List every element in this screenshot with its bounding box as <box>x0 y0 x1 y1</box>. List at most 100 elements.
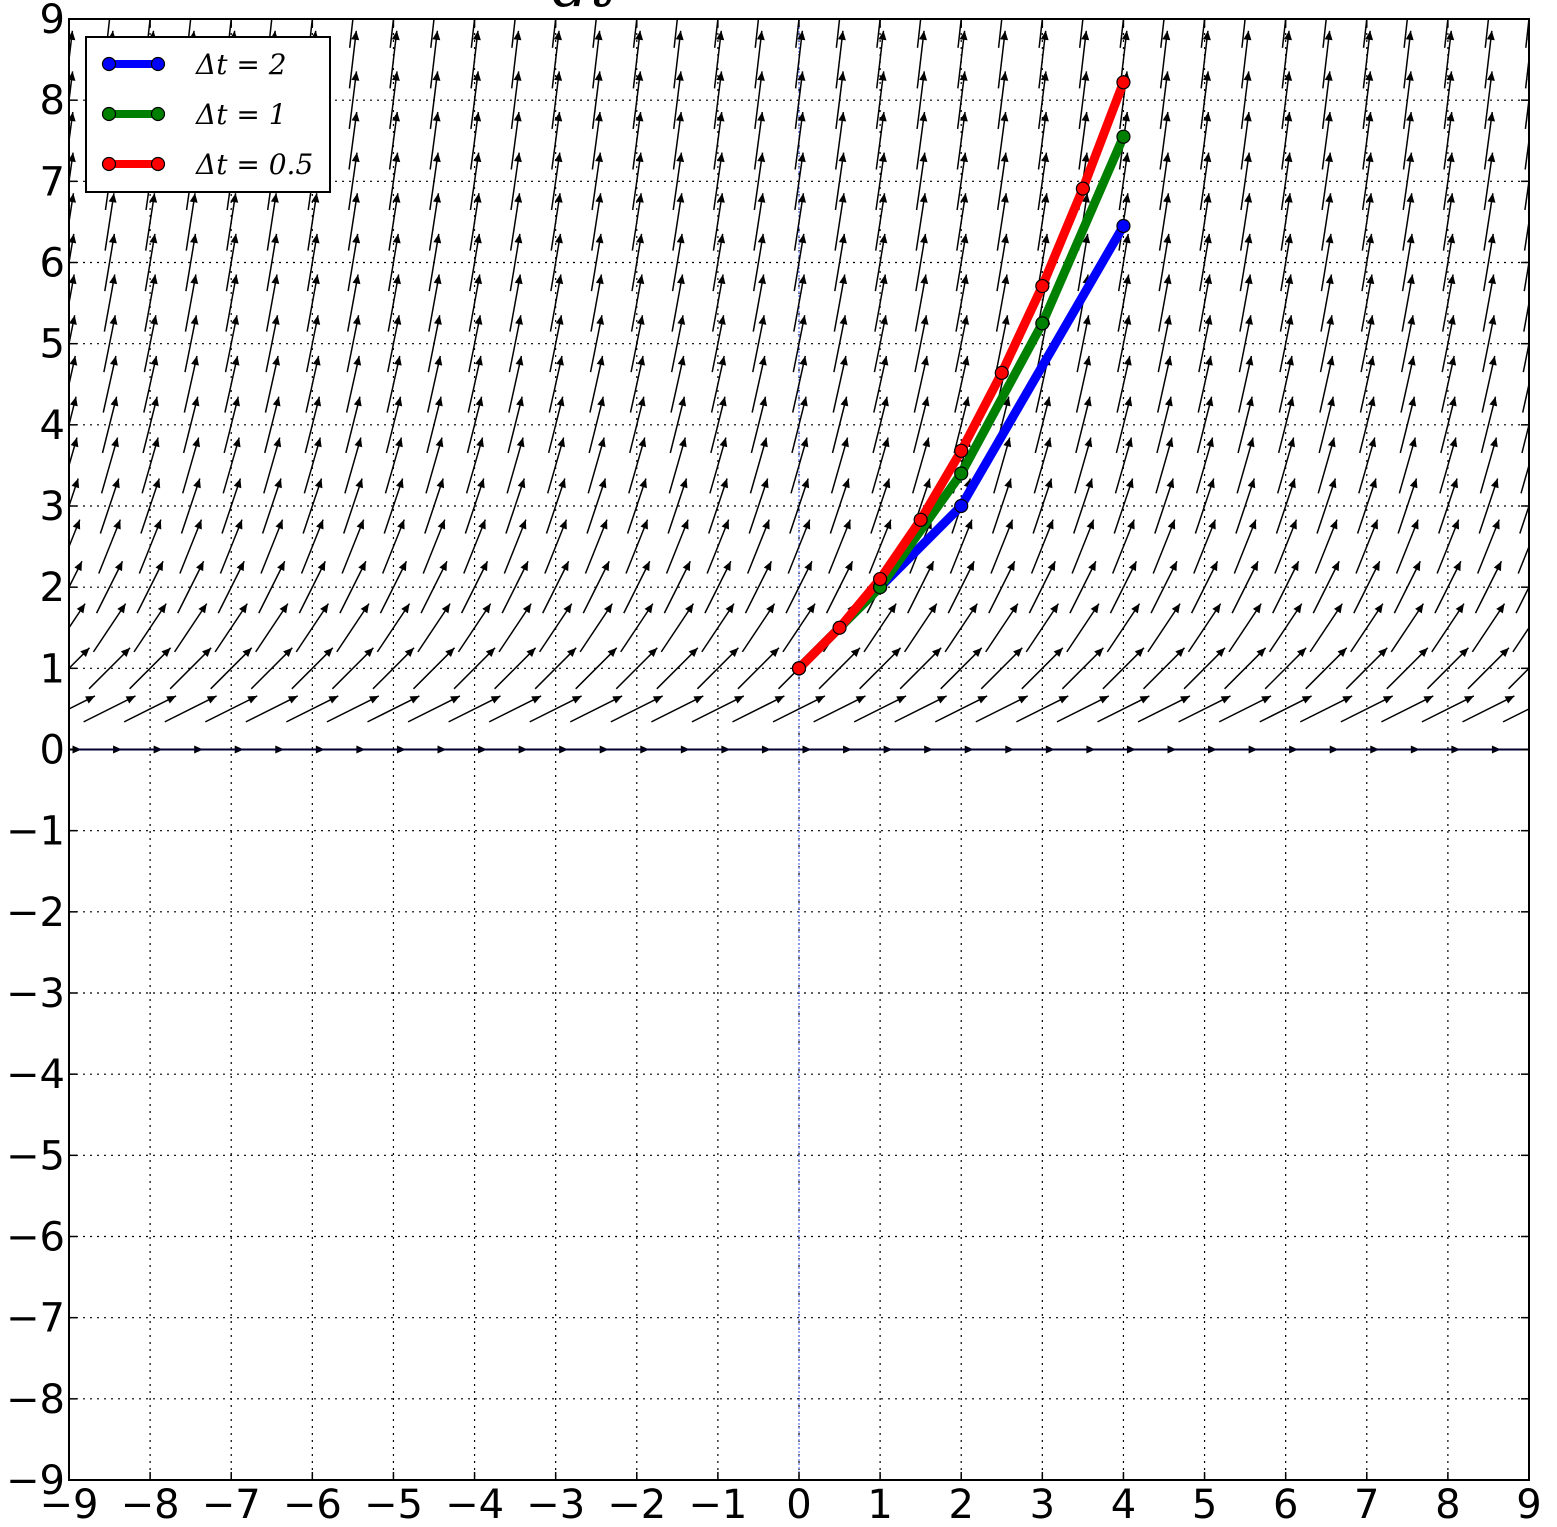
field-arrow-shaft <box>671 233 683 292</box>
x-tick-label: −4 <box>445 1482 504 1527</box>
field-arrow-shaft <box>1390 603 1425 653</box>
field-arrow-head <box>1164 315 1172 325</box>
field-arrow-shaft <box>834 233 846 292</box>
field-arrow-shaft <box>221 478 242 534</box>
field-arrow-shaft <box>224 315 238 373</box>
field-arrow-head <box>595 152 604 163</box>
field-arrow-shaft <box>180 478 201 534</box>
field-arrow-shaft <box>691 695 745 723</box>
field-arrow-head <box>966 561 975 572</box>
field-arrow-shaft <box>791 396 807 454</box>
field-arrow-head <box>1123 315 1132 325</box>
field-arrow-shaft <box>384 437 403 494</box>
field-arrow-shaft <box>460 560 489 614</box>
field-arrow-head <box>716 30 725 41</box>
field-arrow-head <box>354 437 363 448</box>
field-arrow-shaft <box>1077 233 1089 292</box>
field-arrow-shaft <box>545 478 566 534</box>
field-arrow-shaft <box>713 111 723 170</box>
field-arrow-head <box>1405 30 1414 41</box>
field-arrow-head <box>1447 315 1456 325</box>
field-arrow-head <box>1203 112 1212 122</box>
field-arrow-head <box>393 315 402 325</box>
field-arrow-head <box>312 355 321 366</box>
field-arrow-shaft <box>818 647 861 690</box>
field-arrow-shaft <box>386 355 401 413</box>
field-arrow-head <box>1408 396 1417 407</box>
field-arrow-head <box>108 193 117 203</box>
field-arrow-head <box>652 695 663 704</box>
field-arrow-head <box>554 112 563 122</box>
field-arrow-head <box>1243 30 1252 41</box>
field-arrow-shaft <box>671 274 684 332</box>
field-arrow-head <box>1533 520 1540 530</box>
field-arrow-shaft <box>470 19 476 48</box>
field-arrow-shaft <box>876 19 881 48</box>
field-arrow-head <box>1000 30 1009 41</box>
field-arrow-head <box>1088 561 1096 572</box>
field-arrow-head <box>718 396 727 407</box>
field-arrow-shaft <box>829 478 850 534</box>
field-arrow-head <box>1250 561 1259 572</box>
field-arrow-shaft <box>993 437 1011 494</box>
field-arrow-shaft <box>1199 111 1210 170</box>
field-arrow-head <box>1127 519 1135 530</box>
field-arrow-shaft <box>1403 30 1412 89</box>
field-arrow-head <box>1532 478 1540 488</box>
field-arrow-shaft <box>828 519 852 574</box>
field-arrow-shaft <box>631 233 643 292</box>
y-tick-label: 1 <box>40 646 65 692</box>
field-arrow-head <box>681 519 689 530</box>
field-arrow-shaft <box>542 560 570 614</box>
field-arrow-shaft <box>1322 19 1327 48</box>
field-arrow-head <box>716 193 725 203</box>
field-arrow-head <box>1162 30 1171 41</box>
field-arrow-shaft <box>1279 274 1292 332</box>
field-arrow-head <box>398 561 407 572</box>
field-arrow-shaft <box>794 71 804 130</box>
field-arrow-head <box>1163 193 1171 203</box>
field-arrow-shaft <box>1443 111 1453 170</box>
field-arrow-head <box>109 274 118 285</box>
field-arrow-shaft <box>88 647 131 690</box>
field-arrow-head <box>1245 315 1253 325</box>
legend-swatch-marker <box>101 156 117 172</box>
field-arrow-head <box>1165 437 1174 448</box>
field-arrow-shaft <box>1274 519 1298 574</box>
field-arrow-head <box>1286 396 1295 407</box>
field-arrow-shaft <box>1239 193 1251 251</box>
field-arrow-shaft <box>494 647 537 690</box>
field-arrow-head <box>1171 603 1181 614</box>
field-arrow-shaft <box>794 152 804 211</box>
field-arrow-head <box>1408 437 1417 448</box>
field-arrow-head <box>272 396 281 407</box>
field-arrow-head <box>1446 112 1455 122</box>
y-tick-label: −1 <box>6 809 65 855</box>
x-tick-label: −5 <box>364 1482 423 1527</box>
field-arrow-shaft <box>225 274 238 332</box>
field-arrow-shaft <box>453 647 496 690</box>
field-arrow-head <box>473 152 482 163</box>
field-arrow-shaft <box>956 193 967 251</box>
field-arrow-shaft <box>1523 298 1529 332</box>
field-arrow-head <box>473 233 482 244</box>
field-arrow-shaft <box>1399 396 1416 454</box>
field-arrow-shaft <box>1467 647 1510 690</box>
field-arrow-shaft <box>713 71 723 130</box>
field-arrow-shaft <box>1401 274 1414 332</box>
legend-swatch-marker <box>101 106 117 122</box>
field-arrow-shaft <box>712 233 724 292</box>
field-arrow-shaft <box>304 396 321 454</box>
field-arrow-shaft <box>388 111 399 170</box>
field-arrow-shaft <box>184 315 198 373</box>
field-arrow-shaft <box>544 519 568 574</box>
field-arrow-head <box>838 152 847 163</box>
field-arrow-shaft <box>1520 462 1529 494</box>
field-arrow-shaft <box>1137 695 1191 723</box>
field-arrow-shaft <box>789 478 809 534</box>
field-arrow-head <box>113 519 121 530</box>
field-arrow-shaft <box>69 437 78 469</box>
field-arrow-shaft <box>385 396 402 454</box>
field-arrow-head <box>391 30 400 41</box>
field-arrow-head <box>1365 112 1374 122</box>
